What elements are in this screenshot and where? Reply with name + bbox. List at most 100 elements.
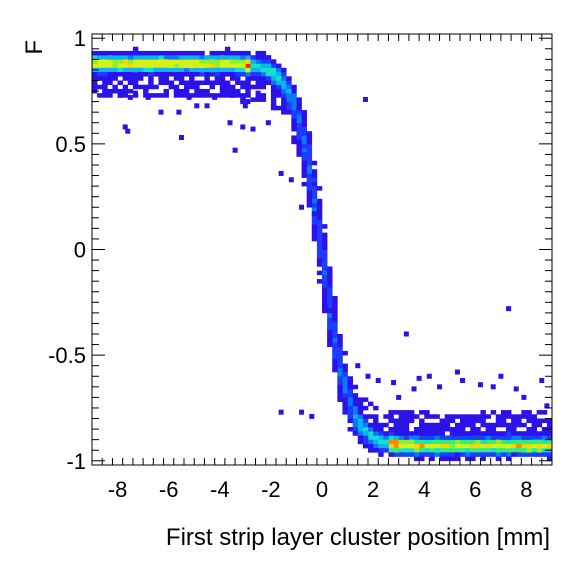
histogram-bin xyxy=(112,84,118,90)
histogram-bin xyxy=(250,55,256,60)
histogram-bin xyxy=(199,67,205,73)
histogram-bin xyxy=(429,439,435,445)
histogram-bin xyxy=(214,50,221,56)
histogram-bin xyxy=(429,456,435,462)
histogram-bin xyxy=(470,448,476,453)
x-tick-label: -4 xyxy=(210,477,230,502)
histogram-bin xyxy=(368,443,374,449)
histogram-bin xyxy=(546,439,553,445)
histogram-bin xyxy=(449,426,456,432)
histogram-bin xyxy=(316,228,323,233)
histogram-bin xyxy=(276,63,282,69)
histogram-bin xyxy=(526,414,532,419)
histogram-bin xyxy=(444,456,451,462)
histogram-bin xyxy=(332,304,338,309)
histogram-bin xyxy=(112,76,118,81)
histogram-bin xyxy=(286,93,292,98)
histogram-bin xyxy=(209,80,215,86)
histogram-bin xyxy=(454,414,461,419)
outlier-bin xyxy=(521,394,527,400)
histogram-bin xyxy=(352,384,359,390)
histogram-bin xyxy=(485,443,491,449)
histogram-bin xyxy=(322,224,328,229)
histogram-bin xyxy=(281,67,287,73)
histogram-bin xyxy=(194,88,200,94)
histogram-bin xyxy=(189,50,195,56)
histogram-bin xyxy=(388,448,394,453)
histogram-bin xyxy=(480,452,486,457)
outlier-bin xyxy=(194,103,200,109)
histogram-bin xyxy=(388,414,394,419)
histogram-bin xyxy=(316,249,323,255)
outlier-bin xyxy=(490,384,496,390)
histogram-bin xyxy=(255,59,261,64)
histogram-bin xyxy=(276,84,282,90)
histogram-bin xyxy=(301,139,307,145)
outlier-bin xyxy=(396,394,402,400)
histogram-bin xyxy=(332,355,338,360)
histogram-bin xyxy=(531,452,537,457)
histogram-bin xyxy=(163,72,169,77)
histogram-bin xyxy=(414,435,420,440)
histogram-bin xyxy=(316,211,323,216)
histogram-bin xyxy=(153,84,159,90)
histogram-bin xyxy=(311,190,318,195)
histogram-bin xyxy=(219,76,226,81)
histogram-bin xyxy=(316,257,323,263)
histogram-bin xyxy=(495,435,502,440)
histogram-bin xyxy=(521,439,527,445)
histogram-bin xyxy=(143,55,149,60)
histogram-bin xyxy=(316,236,323,242)
histogram-bin xyxy=(434,414,440,419)
histogram-bin xyxy=(495,443,502,449)
histogram-bin xyxy=(516,448,522,453)
histogram-bin xyxy=(352,410,359,415)
histogram-bin xyxy=(311,181,318,187)
histogram-bin xyxy=(342,388,348,394)
histogram-bin xyxy=(240,55,246,60)
histogram-bin xyxy=(434,439,440,445)
histogram-bin xyxy=(424,435,430,440)
histogram-bin xyxy=(327,325,333,331)
histogram-bin xyxy=(163,67,169,73)
histogram-bin xyxy=(199,63,205,69)
y-axis-ticks xyxy=(92,37,552,462)
y-axis-title: F xyxy=(21,40,48,55)
histogram-bin xyxy=(209,67,215,73)
histogram-bin xyxy=(265,59,272,64)
histogram-bin xyxy=(301,114,307,119)
histogram-bin xyxy=(475,414,481,419)
histogram-bin xyxy=(245,59,251,64)
histogram-bin xyxy=(122,67,129,73)
outlier-bin xyxy=(265,120,271,126)
histogram-bin xyxy=(291,88,297,94)
histogram-bin xyxy=(276,88,282,94)
histogram-bin xyxy=(383,435,389,440)
histogram-bin xyxy=(322,270,328,276)
histogram-bin xyxy=(449,431,456,436)
histogram-bin xyxy=(219,93,226,98)
histogram-bin xyxy=(322,279,328,284)
histogram-bin xyxy=(92,63,98,69)
histogram-bin xyxy=(470,443,476,449)
histogram-bin xyxy=(158,67,164,73)
histogram-bin xyxy=(117,80,123,86)
histogram-bin xyxy=(97,72,103,77)
histogram-bin xyxy=(480,443,486,449)
histogram-bin xyxy=(480,456,486,462)
histogram-bin xyxy=(316,186,323,191)
histogram-bin xyxy=(480,435,486,440)
histogram-bin xyxy=(138,59,144,64)
histogram-bin xyxy=(250,67,256,73)
histogram-bin xyxy=(255,63,261,69)
outlier-bin xyxy=(122,124,128,130)
histogram-bin xyxy=(158,93,164,98)
histogram-bin xyxy=(388,410,394,415)
histogram-bin xyxy=(419,448,425,453)
histogram-bin xyxy=(260,84,267,90)
histogram-bin xyxy=(475,418,481,424)
histogram-bin xyxy=(347,393,353,398)
histogram-bin xyxy=(393,448,399,453)
histogram-bin xyxy=(286,101,292,107)
histogram-bin xyxy=(485,426,491,432)
